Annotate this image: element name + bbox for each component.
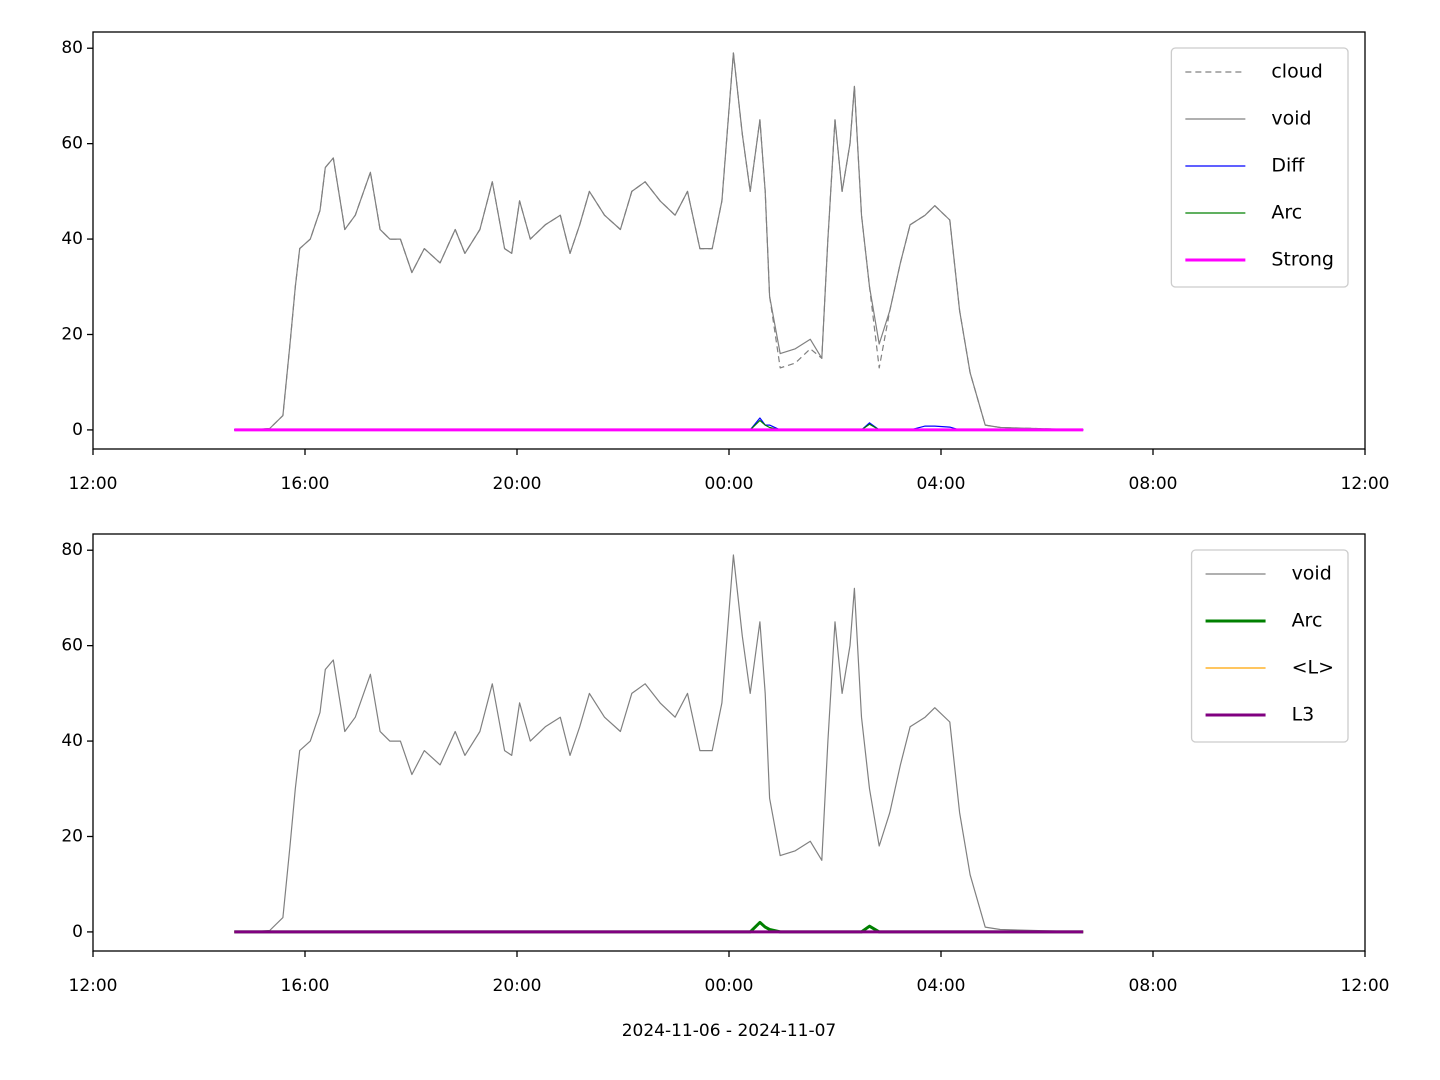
legend-label: L3 — [1292, 704, 1315, 726]
x-tick-label: 12:00 — [1341, 976, 1390, 996]
x-tick-label: 20:00 — [493, 474, 542, 494]
x-tick-label: 08:00 — [1129, 474, 1178, 494]
y-tick-label: 40 — [61, 229, 83, 249]
y-tick-label: 0 — [72, 420, 83, 440]
y-tick-label: 40 — [61, 731, 83, 751]
x-tick-label: 00:00 — [705, 474, 754, 494]
legend: void Arc <L> L3 — [1190, 549, 1349, 743]
y-tick-label: 60 — [61, 636, 83, 656]
legend-label: Arc — [1271, 202, 1302, 224]
y-tick-label: 80 — [61, 540, 83, 560]
axes: 0 20 40 60 80 12:00 16:00 20:00 00:00 04:00 08:00 1… — [61, 533, 1390, 1041]
x-tick-label: 16:00 — [281, 474, 330, 494]
series-line — [234, 52, 1084, 431]
x-tick-label: 12:00 — [69, 976, 118, 996]
y-tick-label: 20 — [61, 324, 83, 344]
y-tick-label: 0 — [72, 922, 83, 942]
legend-label: Diff — [1271, 155, 1305, 177]
x-tick-label: 16:00 — [281, 976, 330, 996]
y-tick-label: 20 — [61, 826, 83, 846]
legend-box — [1190, 549, 1349, 743]
x-tick-label: 20:00 — [493, 976, 542, 996]
x-tick-label: 00:00 — [705, 976, 754, 996]
y-tick-label: 80 — [61, 38, 83, 58]
legend-label: void — [1292, 563, 1332, 585]
legend: cloud void Diff Arc Strong — [1170, 47, 1349, 288]
legend-label: cloud — [1271, 61, 1322, 83]
legend-box — [1170, 47, 1349, 288]
series-line — [234, 554, 1084, 933]
legend-label: <L> — [1292, 657, 1334, 679]
x-tick-label: 04:00 — [917, 976, 966, 996]
x-tick-label: 12:00 — [69, 474, 118, 494]
x-tick-label: 12:00 — [1341, 474, 1390, 494]
legend-label: Strong — [1271, 249, 1334, 271]
legend-label: void — [1271, 108, 1311, 130]
legend-label: Arc — [1292, 610, 1323, 632]
x-tick-label: 04:00 — [917, 474, 966, 494]
axes: 0 20 40 60 80 12:00 16:00 20:00 00:00 04:00 08:00 1… — [61, 31, 1390, 494]
y-tick-label: 60 — [61, 134, 83, 154]
x-tick-label: 08:00 — [1129, 976, 1178, 996]
x-axis-label: 2024-11-06 - 2024-11-07 — [622, 1021, 837, 1041]
